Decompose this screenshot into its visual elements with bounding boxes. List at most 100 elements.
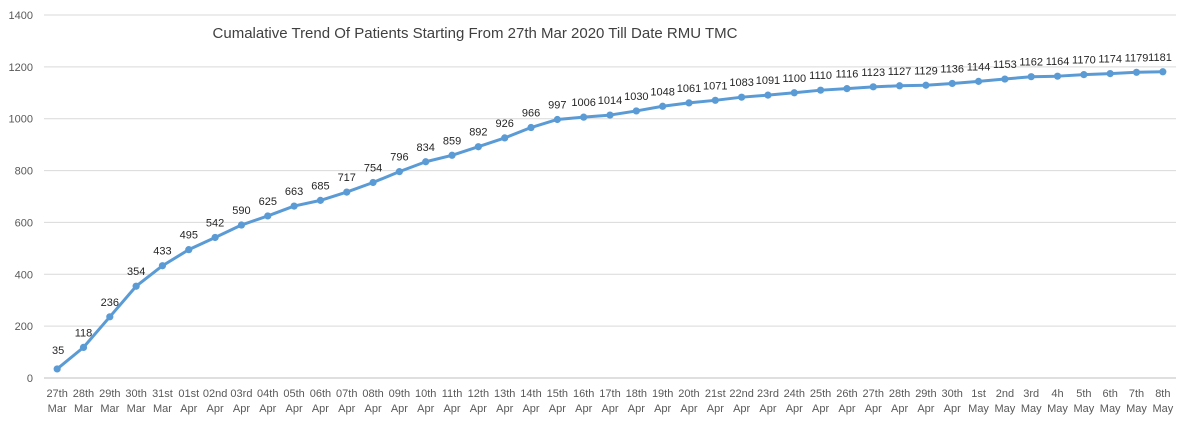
x-tick-label: 27th Mar xyxy=(46,388,67,415)
data-point xyxy=(606,111,614,119)
x-tick-label: 26th Apr xyxy=(836,388,857,415)
data-label: 796 xyxy=(390,152,408,164)
data-label: 663 xyxy=(285,186,303,198)
data-point xyxy=(448,151,456,159)
x-tick-label: 11th Apr xyxy=(442,388,463,415)
x-tick-label: 24th Apr xyxy=(784,388,805,415)
x-tick-label: 27th Apr xyxy=(863,388,884,415)
data-label: 1162 xyxy=(1019,57,1043,69)
x-tick-label: 19th Apr xyxy=(652,388,673,415)
data-point xyxy=(738,93,746,101)
data-point xyxy=(1106,69,1114,78)
x-tick-label: 1st May xyxy=(968,388,989,415)
y-tick-label: 1400 xyxy=(9,10,33,22)
data-point xyxy=(185,246,193,254)
data-label: 35 xyxy=(52,345,64,357)
data-point xyxy=(1053,72,1062,80)
data-label: 1174 xyxy=(1098,54,1122,66)
x-tick-label: 22nd Apr xyxy=(729,388,753,415)
data-label: 1048 xyxy=(650,86,674,98)
data-label: 1123 xyxy=(861,67,885,79)
x-tick-label: 29th Mar xyxy=(99,388,120,415)
data-point xyxy=(685,99,693,107)
x-tick-label: 10th Apr xyxy=(415,388,436,415)
data-point xyxy=(659,102,667,110)
data-point xyxy=(895,82,904,90)
data-point xyxy=(264,212,272,220)
x-tick-label: 25th Apr xyxy=(810,388,831,415)
data-label: 685 xyxy=(311,180,329,192)
data-label: 1136 xyxy=(940,63,964,75)
data-point xyxy=(501,134,509,142)
data-point xyxy=(237,221,246,229)
x-tick-label: 5th May xyxy=(1073,388,1094,415)
data-label: 118 xyxy=(75,327,93,339)
chart-title: Cumalative Trend Of Patients Starting Fr… xyxy=(213,25,738,42)
data-point xyxy=(843,85,851,93)
data-label: 834 xyxy=(417,142,435,154)
data-label: 1153 xyxy=(993,59,1017,71)
data-label: 354 xyxy=(127,266,145,278)
data-point xyxy=(948,79,956,88)
data-label: 1144 xyxy=(967,61,991,73)
x-tick-label: 14th Apr xyxy=(520,388,541,415)
data-point xyxy=(316,196,325,204)
data-label: 625 xyxy=(259,196,277,208)
gridlines xyxy=(44,14,1176,379)
series-cumulative xyxy=(53,68,1167,373)
data-point xyxy=(369,178,377,187)
data-label: 926 xyxy=(496,118,514,130)
x-tick-label: 28th Mar xyxy=(73,388,94,415)
x-tick-label: 21st Apr xyxy=(705,388,726,415)
x-tick-label: 3rd May xyxy=(1021,388,1042,415)
data-point xyxy=(132,282,140,290)
x-tick-label: 2nd May xyxy=(994,388,1015,415)
data-label: 590 xyxy=(232,205,250,217)
x-tick-label: 03rd Apr xyxy=(230,388,252,415)
data-point xyxy=(632,107,640,115)
data-label: 1006 xyxy=(571,97,595,109)
x-tick-label: 08th Apr xyxy=(362,388,383,415)
data-label: 717 xyxy=(338,172,356,184)
data-point xyxy=(527,123,535,132)
x-tick-label: 8th May xyxy=(1152,388,1173,415)
data-label: 754 xyxy=(364,162,382,174)
data-point xyxy=(343,188,351,196)
data-point xyxy=(1080,71,1088,79)
x-tick-label: 7th May xyxy=(1126,388,1147,415)
data-label: 966 xyxy=(522,108,540,120)
data-point xyxy=(290,202,298,210)
x-tick-label: 31st Mar xyxy=(152,388,173,415)
x-tick-label: 02nd Apr xyxy=(203,388,227,415)
x-tick-label: 07th Apr xyxy=(336,388,357,415)
data-point xyxy=(764,91,772,99)
data-point xyxy=(79,343,88,352)
x-tick-label: 01st Apr xyxy=(178,388,199,415)
x-tick-label: 30th Mar xyxy=(125,388,146,415)
data-point xyxy=(1132,68,1141,76)
x-tick-label: 6th May xyxy=(1100,388,1121,415)
data-point xyxy=(922,81,930,89)
data-label: 542 xyxy=(206,217,224,229)
data-point xyxy=(474,143,482,151)
data-label: 1181 xyxy=(1148,52,1172,64)
data-point xyxy=(422,158,430,166)
data-label: 1100 xyxy=(782,73,806,85)
data-label: 236 xyxy=(101,297,119,309)
x-tick-label: 20th Apr xyxy=(678,388,699,415)
x-tick-label: 09th Apr xyxy=(389,388,410,415)
x-tick-label: 12th Apr xyxy=(468,388,489,415)
y-tick-label: 200 xyxy=(15,321,33,333)
y-tick-label: 1200 xyxy=(9,62,33,74)
data-label: 1091 xyxy=(756,75,780,87)
data-label: 495 xyxy=(180,230,198,242)
x-tick-label: 13th Apr xyxy=(494,388,515,415)
data-label: 1170 xyxy=(1072,55,1096,67)
data-point xyxy=(869,83,877,91)
x-tick-label: 18th Apr xyxy=(626,388,647,415)
data-label: 1030 xyxy=(624,91,648,103)
data-label: 1164 xyxy=(1046,56,1070,68)
data-label: 1071 xyxy=(703,80,727,92)
x-tick-label: 30th Apr xyxy=(942,388,963,415)
y-tick-label: 1000 xyxy=(9,114,33,126)
